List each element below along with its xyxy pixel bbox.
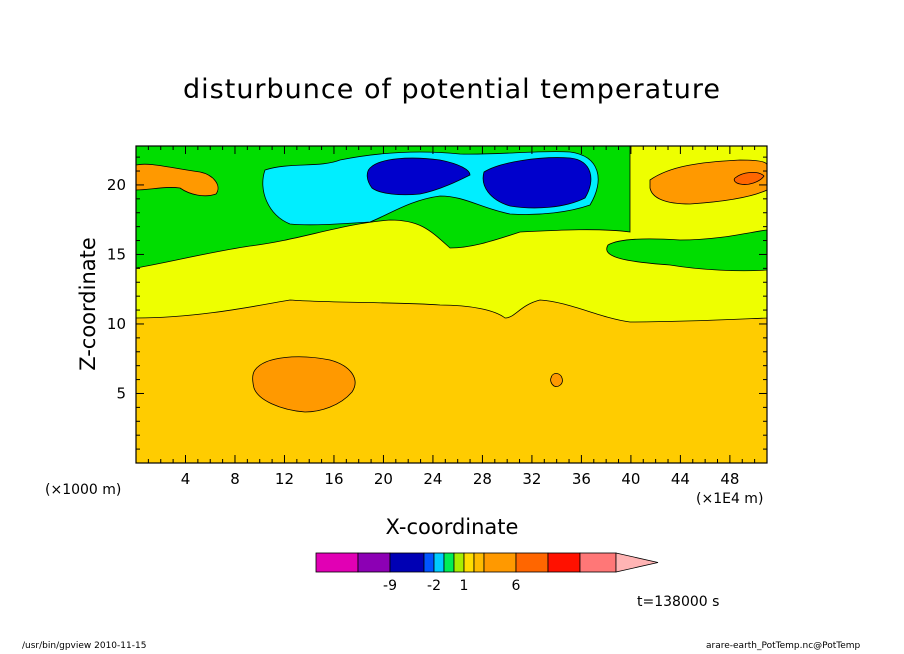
colorbar-end-arrow <box>615 552 659 573</box>
contour-fill-blue-1 <box>366 157 471 196</box>
y-tick-label: 10 <box>107 315 126 333</box>
x-axis: 4 8 12 16 20 24 28 32 36 40 44 48 <box>147 146 756 488</box>
x-tick-label: 12 <box>275 470 294 488</box>
colorbar-swatch <box>315 552 359 573</box>
x-tick-label: 16 <box>324 470 343 488</box>
colorbar-swatch <box>463 552 475 573</box>
contour-fill-blue-2 <box>482 157 592 209</box>
colorbar-swatch <box>515 552 549 573</box>
chart-title: disturbunce of potential temperature <box>183 74 721 105</box>
contour-fill-red-right <box>733 172 765 185</box>
colorbar: -9 -2 1 6 <box>315 552 659 594</box>
y-axis: 5 10 15 20 <box>107 156 767 450</box>
x-tick-label: 20 <box>374 470 393 488</box>
x-axis-label: X-coordinate <box>385 515 519 539</box>
colorbar-swatch <box>483 552 517 573</box>
colorbar-swatch <box>473 552 485 573</box>
x-tick-label: 36 <box>572 470 591 488</box>
colorbar-swatch <box>433 552 445 573</box>
contour-fill-orange-small <box>550 373 563 387</box>
y-axis-label: Z-coordinate <box>76 237 100 371</box>
time-label: t=138000 s <box>637 594 720 610</box>
colorbar-swatch <box>443 552 455 573</box>
x-axis-unit-right: (×1E4 m) <box>696 491 764 507</box>
colorbar-label: 6 <box>512 578 521 594</box>
footer-source: arare-earth_PotTemp.nc@PotTemp <box>706 641 861 651</box>
contour-fill-orange-left <box>136 163 219 197</box>
x-tick-label: 32 <box>522 470 541 488</box>
x-tick-label: 48 <box>720 470 739 488</box>
colorbar-swatch <box>357 552 391 573</box>
x-tick-label: 24 <box>423 470 442 488</box>
y-tick-label: 20 <box>107 176 126 194</box>
x-tick-label: 8 <box>230 470 240 488</box>
contour-fill-orange-right <box>649 159 767 205</box>
x-tick-label: 28 <box>473 470 492 488</box>
colorbar-label: 1 <box>460 578 469 594</box>
y-tick-label: 5 <box>116 384 126 402</box>
x-axis-unit-left: (×1000 m) <box>45 482 122 498</box>
colorbar-swatch <box>389 552 425 573</box>
colorbar-label: -2 <box>427 578 441 594</box>
colorbar-swatch <box>423 552 435 573</box>
y-tick-label: 15 <box>107 245 126 263</box>
x-tick-label: 40 <box>621 470 640 488</box>
colorbar-label: -9 <box>383 578 397 594</box>
plot-area <box>136 146 767 463</box>
colorbar-swatch <box>579 552 617 573</box>
x-tick-label: 44 <box>671 470 690 488</box>
x-tick-label: 4 <box>181 470 191 488</box>
plot-frame <box>135 145 768 464</box>
colorbar-swatch <box>453 552 465 573</box>
footer-program: /usr/bin/gpview 2010-11-15 <box>22 641 147 651</box>
colorbar-swatch <box>547 552 581 573</box>
contour-fill-orange-core <box>252 356 356 413</box>
